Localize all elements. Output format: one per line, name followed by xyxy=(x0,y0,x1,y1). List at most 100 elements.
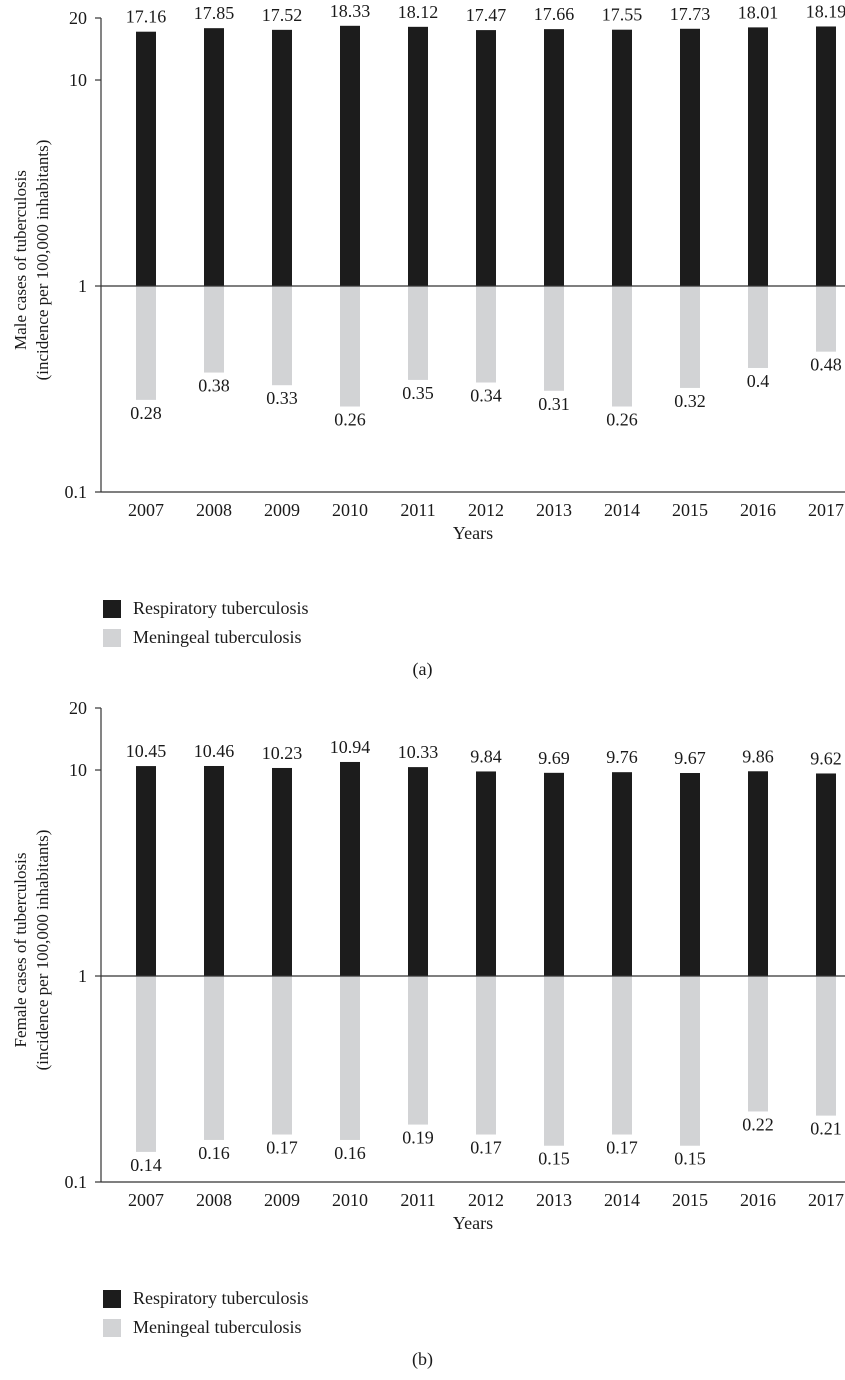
data-label-respiratory: 18.12 xyxy=(398,2,439,22)
x-tick-label: 2015 xyxy=(672,500,708,520)
bar-meningeal xyxy=(204,286,224,373)
data-label-meningeal: 0.33 xyxy=(266,388,298,408)
x-tick-label: 2010 xyxy=(332,500,368,520)
y-axis-title-line1: Female cases of tuberculosis xyxy=(11,853,30,1048)
x-tick-label: 2012 xyxy=(468,1190,504,1210)
legend-label-respiratory: Respiratory tuberculosis xyxy=(133,1288,309,1308)
legend-swatch-respiratory xyxy=(103,599,121,618)
data-label-respiratory: 9.86 xyxy=(742,746,774,766)
data-label-respiratory: 10.46 xyxy=(194,741,235,761)
data-label-meningeal: 0.4 xyxy=(747,371,770,391)
legend-swatch-respiratory xyxy=(103,1289,121,1308)
bar-meningeal xyxy=(408,286,428,380)
bar-meningeal xyxy=(612,286,632,407)
bar-meningeal xyxy=(476,286,496,383)
data-label-respiratory: 18.19 xyxy=(806,1,845,21)
y-tick-label: 1 xyxy=(78,276,87,296)
bar-meningeal xyxy=(544,286,564,391)
data-label-respiratory: 17.52 xyxy=(262,5,303,25)
bar-meningeal xyxy=(748,976,768,1112)
bar-meningeal xyxy=(680,976,700,1146)
bar-respiratory xyxy=(204,765,224,977)
x-tick-label: 2012 xyxy=(468,500,504,520)
bar-respiratory xyxy=(340,25,360,287)
bar-meningeal xyxy=(340,976,360,1140)
bar-respiratory xyxy=(544,772,564,977)
data-label-meningeal: 0.28 xyxy=(130,403,162,423)
bar-respiratory xyxy=(476,771,496,977)
data-label-respiratory: 9.84 xyxy=(470,746,502,766)
data-label-meningeal: 0.14 xyxy=(130,1155,162,1175)
bar-meningeal xyxy=(612,976,632,1135)
x-tick-label: 2017 xyxy=(808,500,844,520)
data-label-respiratory: 10.33 xyxy=(398,742,439,762)
bar-respiratory xyxy=(544,29,564,287)
data-label-meningeal: 0.17 xyxy=(470,1138,502,1158)
data-label-respiratory: 17.73 xyxy=(670,4,711,24)
legend-label-meningeal: Meningeal tuberculosis xyxy=(133,1317,302,1337)
legend-swatch-meningeal xyxy=(103,628,121,647)
y-tick-label: 10 xyxy=(69,760,87,780)
y-tick-label: 0.1 xyxy=(65,1172,88,1192)
y-axis-title-line2: (incidence per 100,000 inhabitants) xyxy=(33,830,52,1071)
data-label-respiratory: 17.66 xyxy=(534,4,575,24)
data-label-respiratory: 9.67 xyxy=(674,748,706,768)
x-tick-label: 2014 xyxy=(604,500,640,520)
bar-respiratory xyxy=(816,773,836,977)
data-label-meningeal: 0.16 xyxy=(198,1143,230,1163)
data-label-meningeal: 0.15 xyxy=(674,1149,706,1169)
y-axis-title-line2: (incidence per 100,000 inhabitants) xyxy=(33,140,52,381)
bar-meningeal xyxy=(476,976,496,1135)
data-label-respiratory: 18.33 xyxy=(330,1,371,21)
data-label-respiratory: 17.55 xyxy=(602,5,643,25)
panel-label: (a) xyxy=(412,659,433,679)
y-tick-label: 20 xyxy=(69,8,87,28)
bar-meningeal xyxy=(136,976,156,1152)
bar-meningeal xyxy=(272,286,292,386)
x-tick-label: 2008 xyxy=(196,500,232,520)
bar-respiratory xyxy=(748,771,768,977)
bar-respiratory xyxy=(408,26,428,287)
bar-respiratory xyxy=(680,28,700,287)
bar-respiratory xyxy=(612,772,632,977)
data-label-respiratory: 10.94 xyxy=(330,737,371,757)
data-label-meningeal: 0.26 xyxy=(606,410,638,430)
data-label-meningeal: 0.16 xyxy=(334,1143,366,1163)
bar-meningeal xyxy=(272,976,292,1135)
data-label-respiratory: 18.01 xyxy=(738,2,779,22)
bar-respiratory xyxy=(272,29,292,287)
bar-respiratory xyxy=(816,26,836,287)
bar-meningeal xyxy=(136,286,156,400)
legend-item-meningeal: Meningeal tuberculosis xyxy=(103,1313,308,1342)
x-tick-label: 2016 xyxy=(740,1190,776,1210)
bar-respiratory xyxy=(136,31,156,287)
bar-respiratory xyxy=(136,766,156,977)
x-tick-label: 2013 xyxy=(536,500,572,520)
chart-panel-male: 17.16 0.28 2007 17.85 0.38 2008 17.52 0.33 2009 1… xyxy=(11,1,845,679)
bar-meningeal xyxy=(204,976,224,1140)
data-label-meningeal: 0.21 xyxy=(810,1119,842,1139)
bar-meningeal xyxy=(816,976,836,1116)
bar-meningeal xyxy=(680,286,700,388)
x-tick-label: 2015 xyxy=(672,1190,708,1210)
data-label-meningeal: 0.34 xyxy=(470,386,502,406)
bar-respiratory xyxy=(408,767,428,977)
x-tick-label: 2007 xyxy=(128,500,164,520)
data-label-meningeal: 0.38 xyxy=(198,376,230,396)
legend-item-respiratory: Respiratory tuberculosis xyxy=(103,594,308,623)
y-tick-label: 20 xyxy=(69,698,87,718)
data-label-meningeal: 0.35 xyxy=(402,383,434,403)
data-label-respiratory: 9.76 xyxy=(606,747,638,767)
x-tick-label: 2011 xyxy=(400,500,435,520)
data-label-respiratory: 17.85 xyxy=(194,3,235,23)
data-label-meningeal: 0.48 xyxy=(810,355,842,375)
data-label-respiratory: 10.23 xyxy=(262,743,303,763)
x-tick-label: 2013 xyxy=(536,1190,572,1210)
bar-respiratory xyxy=(680,773,700,977)
x-tick-label: 2010 xyxy=(332,1190,368,1210)
legend-swatch-meningeal xyxy=(103,1318,121,1337)
bar-meningeal xyxy=(408,976,428,1125)
x-tick-label: 2008 xyxy=(196,1190,232,1210)
x-tick-label: 2014 xyxy=(604,1190,640,1210)
data-label-respiratory: 9.69 xyxy=(538,748,570,768)
